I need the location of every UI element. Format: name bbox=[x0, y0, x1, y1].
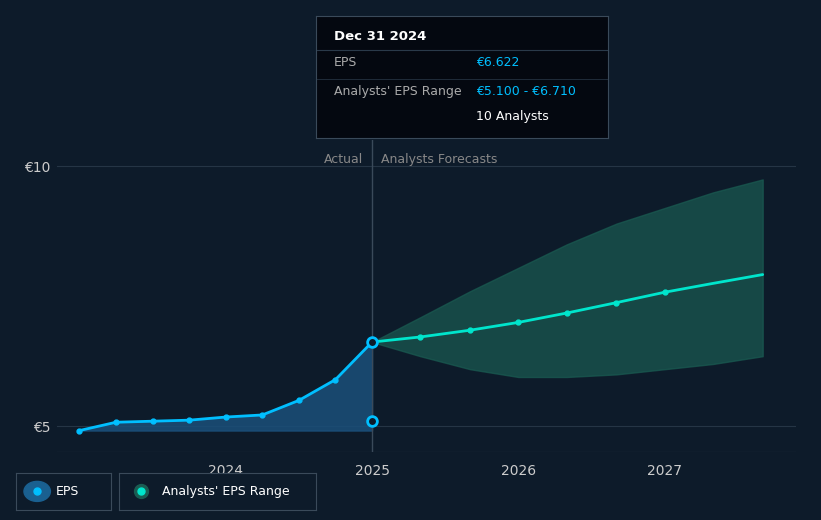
Text: Analysts Forecasts: Analysts Forecasts bbox=[381, 153, 498, 166]
Text: Analysts' EPS Range: Analysts' EPS Range bbox=[163, 485, 290, 498]
Text: €6.622: €6.622 bbox=[476, 56, 520, 69]
Text: €5.100 - €6.710: €5.100 - €6.710 bbox=[476, 85, 576, 98]
Text: Dec 31 2024: Dec 31 2024 bbox=[333, 30, 426, 43]
Ellipse shape bbox=[24, 482, 50, 501]
Text: EPS: EPS bbox=[333, 56, 357, 69]
Text: 10 Analysts: 10 Analysts bbox=[476, 110, 549, 123]
Text: Analysts' EPS Range: Analysts' EPS Range bbox=[333, 85, 461, 98]
Text: EPS: EPS bbox=[56, 485, 80, 498]
Text: Actual: Actual bbox=[324, 153, 363, 166]
